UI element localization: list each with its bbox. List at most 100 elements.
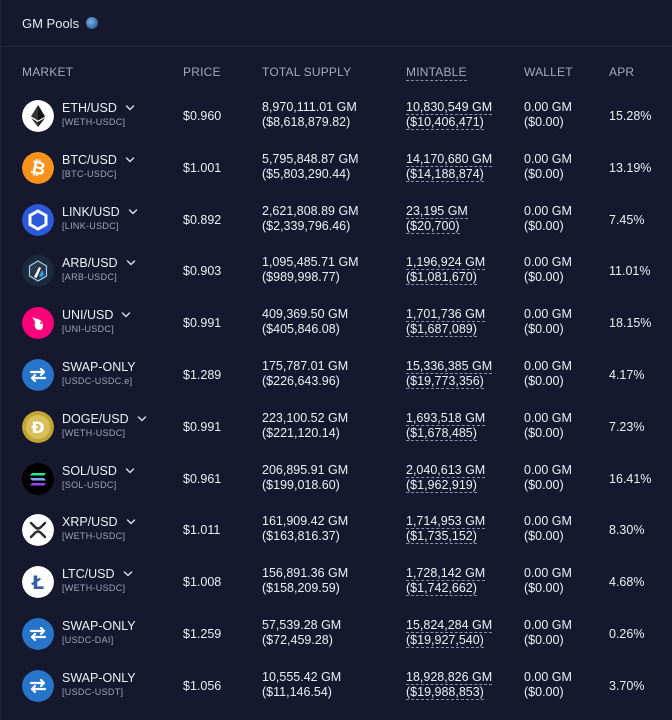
market-cell[interactable]: SWAP-ONLY [USDC-USDT] [62,671,136,697]
market-pair: [WETH-USDC] [62,531,126,542]
mintable-cell[interactable]: 14,170,680 GM ($14,188,874) [406,152,493,182]
table-row[interactable]: Ł LTC/USD [WETH-USDC] $1.008 156,891.36 GM ($… [1,563,672,615]
mintable-cell[interactable]: 10,830,549 GM ($10,406,471) [406,100,493,130]
wallet-cell: 0.00 GM ($0.00) [524,152,572,182]
price-value: $0.892 [183,212,222,227]
wallet-usd: ($0.00) [524,322,564,337]
market-pair: [ARB-USDC] [62,272,118,283]
total-supply-gm: 409,369.50 GM [262,307,349,322]
market-name: LINK/USD [62,204,120,219]
apr-value: 8.30% [609,523,645,538]
wallet-gm: 0.00 GM [524,462,572,477]
table-row[interactable]: ETH/USD [WETH-USDC] $0.960 8,970,111.01 GM(… [1,97,672,149]
market-name: UNI/USD [62,308,114,323]
mintable-cell[interactable]: 23,195 GM ($20,700) [406,204,468,234]
mintable-cell[interactable]: 15,336,385 GM ($19,773,356) [406,359,493,389]
market-cell[interactable]: DOGE/USD [WETH-USDC] [62,412,147,438]
column-header-mintable[interactable]: MINTABLE [406,65,467,81]
apr-value: 16.41% [609,471,652,486]
link-icon [22,203,54,236]
total-supply-gm: 8,970,111.01 GM [262,100,357,114]
doge-icon: Ð [22,410,54,443]
mintable-cell[interactable]: 1,693,518 GM ($1,678,485) [406,411,486,441]
sol-icon [22,462,54,495]
uni-icon [22,307,54,340]
column-header-wallet: WALLET [524,65,573,79]
table-row[interactable]: XRP/USD [WETH-USDC] $1.011 161,909.42 GM ($1… [1,511,672,563]
mintable-cell[interactable]: 18,928,826 GM ($19,988,853) [406,669,493,700]
market-cell[interactable]: BTC/USD [BTC-USDC] [62,153,135,179]
table-row[interactable]: UNI/USD [UNI-USDC] $0.991 409,369.50 GM ($40… [1,304,672,356]
total-supply-cell: 223,100.52 GM ($221,120.14) [262,411,348,441]
table-row[interactable]: SWAP-ONLY [USDC-USDC.e] $1.289 175,787.01 G… [1,356,672,408]
table-row[interactable]: SOL/USD [SOL-USDC] $0.961 206,895.91 GM ($19… [1,460,672,512]
market-cell[interactable]: LTC/USD [WETH-USDC] [62,567,133,593]
mintable-cell[interactable]: 1,196,924 GM ($1,081,670) [406,255,486,286]
mintable-cell[interactable]: 1,728,142 GM ($1,742,662) [406,566,486,597]
mintable-gm: 1,701,736 GM [406,307,486,323]
wallet-gm: 0.00 GM [524,100,572,114]
wallet-gm: 0.00 GM [524,203,572,218]
mintable-usd: ($1,687,089) [406,322,477,338]
mintable-usd: ($20,700) [406,218,460,234]
total-supply-cell: 206,895.91 GM ($199,018.60) [262,463,348,493]
market-name: SWAP-ONLY [62,619,136,633]
mintable-usd: ($1,735,152) [406,529,477,545]
total-supply-usd: ($72,459.28) [262,633,333,647]
wallet-gm: 0.00 GM [524,669,572,684]
total-supply-cell: 10,555.42 GM ($11,146.54) [262,670,341,700]
market-cell[interactable]: LINK/USD [LINK-USDC] [62,205,138,231]
wallet-cell: 0.00 GM ($0.00) [524,359,572,389]
chevron-down-icon [126,260,135,266]
mintable-cell[interactable]: 2,040,613 GM ($1,962,919) [406,463,486,493]
market-cell[interactable]: SWAP-ONLY [USDC-USDC.e] [62,360,136,386]
market-cell[interactable]: XRP/USD [WETH-USDC] [62,515,136,541]
price-value: $0.991 [183,419,222,434]
wallet-cell: 0.00 GM ($0.00) [524,463,572,493]
total-supply-gm: 10,555.42 GM [262,669,342,684]
market-cell[interactable]: SOL/USD [SOL-USDC] [62,464,135,490]
wallet-gm: 0.00 GM [524,618,572,632]
table-row[interactable]: ARB/USD [ARB-USDC] $0.903 1,095,485.71 GM ($… [1,252,672,304]
total-supply-gm: 206,895.91 GM [262,462,349,477]
wallet-gm: 0.00 GM [524,359,572,373]
mintable-gm: 18,928,826 GM [406,669,493,685]
chevron-down-icon [122,312,131,318]
market-cell[interactable]: UNI/USD [UNI-USDC] [62,308,131,334]
total-supply-gm: 5,795,848.87 GM [262,151,359,166]
mintable-gm: 1,714,953 GM [406,514,486,530]
mintable-usd: ($19,988,853) [406,684,484,700]
table-row[interactable]: LINK/USD [LINK-USDC] $0.892 2,621,808.89 GM… [1,201,672,253]
market-cell[interactable]: ETH/USD [WETH-USDC] [62,101,135,127]
swap-icon [22,618,54,650]
mintable-cell[interactable]: 1,714,953 GM ($1,735,152) [406,514,486,545]
wallet-usd: ($0.00) [524,270,564,285]
chevron-down-icon [128,208,137,214]
table-row[interactable]: ₿ BTC/USD [BTC-USDC] $1.001 5,795,848.87 GM(… [1,149,672,201]
table-row[interactable]: SWAP-ONLY [USDC-DAI] $1.259 57,539.28 GM ($7… [1,615,672,667]
total-supply-usd: ($8,618,879.82) [262,115,351,129]
wallet-cell: 0.00 GM ($0.00) [524,514,572,544]
total-supply-usd: ($405,846.08) [262,322,340,337]
mintable-cell[interactable]: 1,701,736 GM ($1,687,089) [406,307,486,338]
total-supply-cell: 409,369.50 GM ($405,846.08) [262,307,348,337]
table-row[interactable]: SWAP-ONLY [USDC-USDT] $1.056 10,555.42 GM ($… [1,667,672,719]
apr-value: 15.28% [609,109,652,123]
info-icon[interactable] [86,17,99,29]
wallet-usd: ($0.00) [524,529,564,544]
mintable-cell[interactable]: 15,824,284 GM ($19,927,540) [406,618,493,648]
mintable-usd: ($1,742,662) [406,581,477,597]
mintable-gm: 15,824,284 GM [406,618,493,633]
total-supply-cell: 161,909.42 GM ($163,816.37) [262,514,348,544]
wallet-usd: ($0.00) [524,425,564,440]
market-cell[interactable]: SWAP-ONLY [USDC-DAI] [62,619,136,645]
mintable-gm: 15,336,385 GM [406,359,493,374]
btc-icon: ₿ [22,151,54,184]
apr-value: 4.17% [609,368,645,382]
market-cell[interactable]: ARB/USD [ARB-USDC] [62,256,136,282]
table-row[interactable]: Ð DOGE/USD [WETH-USDC] $0.991 223,100.52 GM(… [1,408,672,460]
apr-value: 3.70% [609,678,645,693]
wallet-gm: 0.00 GM [524,255,572,270]
wallet-gm: 0.00 GM [524,410,572,425]
market-name: XRP/USD [62,515,118,530]
